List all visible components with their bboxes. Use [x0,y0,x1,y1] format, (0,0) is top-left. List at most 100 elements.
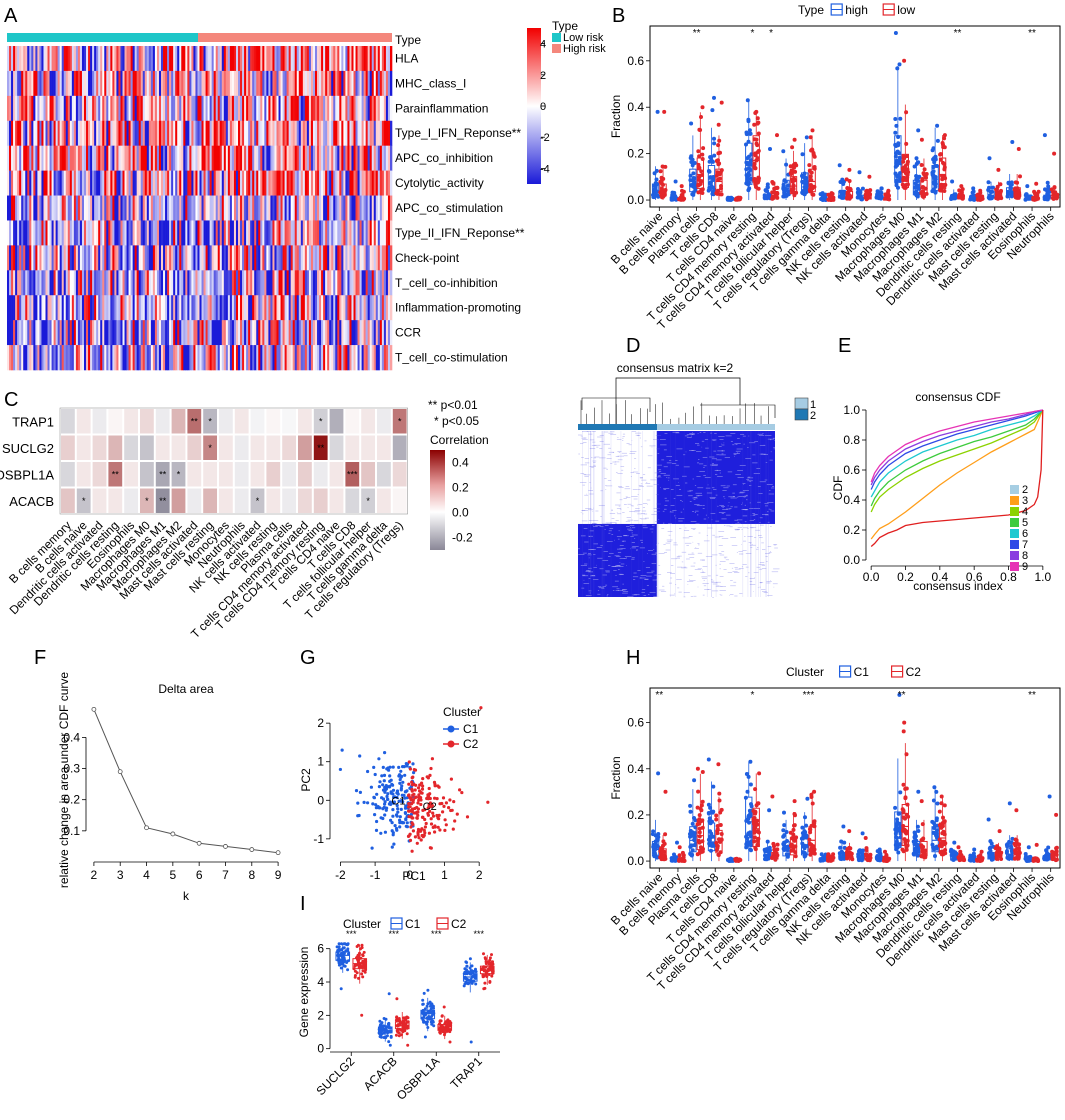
data-point [1044,848,1049,853]
heatmap-cell [375,46,379,72]
heatmap-cell [227,170,231,196]
heatmap-cell [21,95,24,122]
heatmap-cell [325,46,328,72]
data-point [693,818,698,823]
heatmap-cell [104,145,107,171]
heatmap-cell [323,170,326,196]
heatmap-cell [248,245,251,271]
heatmap-cell [231,295,235,321]
heatmap-cell [274,295,277,321]
data-point [654,177,659,182]
heatmap-cell [96,145,99,171]
heatmap-cell [59,295,63,321]
data-point [701,146,706,151]
heatmap-cell [292,95,296,122]
heatmap-cell [124,270,127,296]
heatmap-cell [351,70,354,97]
heatmap-cell [274,170,277,196]
data-point [765,185,770,190]
heatmap-cell [306,220,310,246]
heatmap-cell [294,220,298,246]
heatmap-row-label: CCR [395,326,421,340]
data-point [934,818,939,823]
significance-label: *** [803,690,815,701]
heatmap-cell [219,170,223,196]
data-point [709,842,714,847]
heatmap-cell [161,345,164,371]
heatmap-cell [227,320,231,346]
heatmap-cell [284,295,287,321]
heatmap-cell [148,145,152,171]
heatmap-cell [29,270,32,296]
heatmap-cell [270,320,273,346]
heatmap-cell [343,270,346,296]
heatmap-cell [169,195,172,221]
heatmap-cell [61,46,65,72]
heatmap-cell [217,345,221,371]
heatmap-cell [258,245,261,271]
heatmap-cell [375,145,379,171]
data-point [753,166,758,171]
heatmap-cell [59,120,63,146]
box [957,194,965,200]
heatmap-cell [67,46,71,72]
heatmap-cell [252,270,255,296]
heatmap-cell [17,95,20,122]
heatmap-cell [272,120,275,146]
heatmap-cell [165,320,168,346]
data-point [706,802,711,807]
heatmap-cell [211,270,214,296]
colorbar-tick-label: -4 [540,163,550,175]
heatmap-cell [298,145,302,171]
heatmap-cell [144,70,148,97]
heatmap-cell [377,320,381,346]
data-point [663,832,668,837]
heatmap-cell [163,170,166,196]
heatmap-cell [195,345,198,371]
heatmap-cell [221,195,225,221]
data-point [718,823,723,827]
heatmap-cell [169,170,172,196]
heatmap-cell [280,95,283,122]
heatmap-cell [238,145,241,171]
heatmap-cell [306,345,310,371]
heatmap-cell [240,270,243,296]
heatmap-cell [250,170,253,196]
heatmap-cell [254,120,257,146]
box [894,135,902,183]
heatmap-cell [31,95,34,122]
data-point [864,852,868,857]
heatmap-cell [23,245,26,271]
heatmap-cell [104,245,107,271]
heatmap-cell [179,70,182,97]
heatmap-cell [300,295,304,321]
heatmap-cell [73,295,77,321]
heatmap-cell [327,245,330,271]
heatmap-cell [235,295,239,321]
heatmap-cell [258,95,261,122]
data-point [809,792,814,797]
heatmap-cell [163,46,166,72]
heatmap-cell [343,46,346,72]
heatmap-cell [347,145,350,171]
heatmap-cell [349,295,352,321]
heatmap-cell [55,270,58,296]
heatmap-cell [77,70,81,97]
heatmap-cell [148,320,152,346]
heatmap-cell [367,220,371,246]
heatmap-cell [84,295,87,321]
heatmap-cell [69,245,73,271]
heatmap-cell [379,295,383,321]
heatmap-cell [331,270,334,296]
heatmap-cell [264,145,267,171]
data-point [1023,852,1028,856]
heatmap-cell [132,70,135,97]
heatmap-cell [357,345,360,371]
heatmap-cell [128,320,131,346]
data-point [755,177,760,182]
heatmap-cell [39,245,42,271]
heatmap-cell [272,145,275,171]
heatmap-cell [286,46,289,72]
heatmap-cell [41,345,44,371]
data-point [775,847,780,852]
